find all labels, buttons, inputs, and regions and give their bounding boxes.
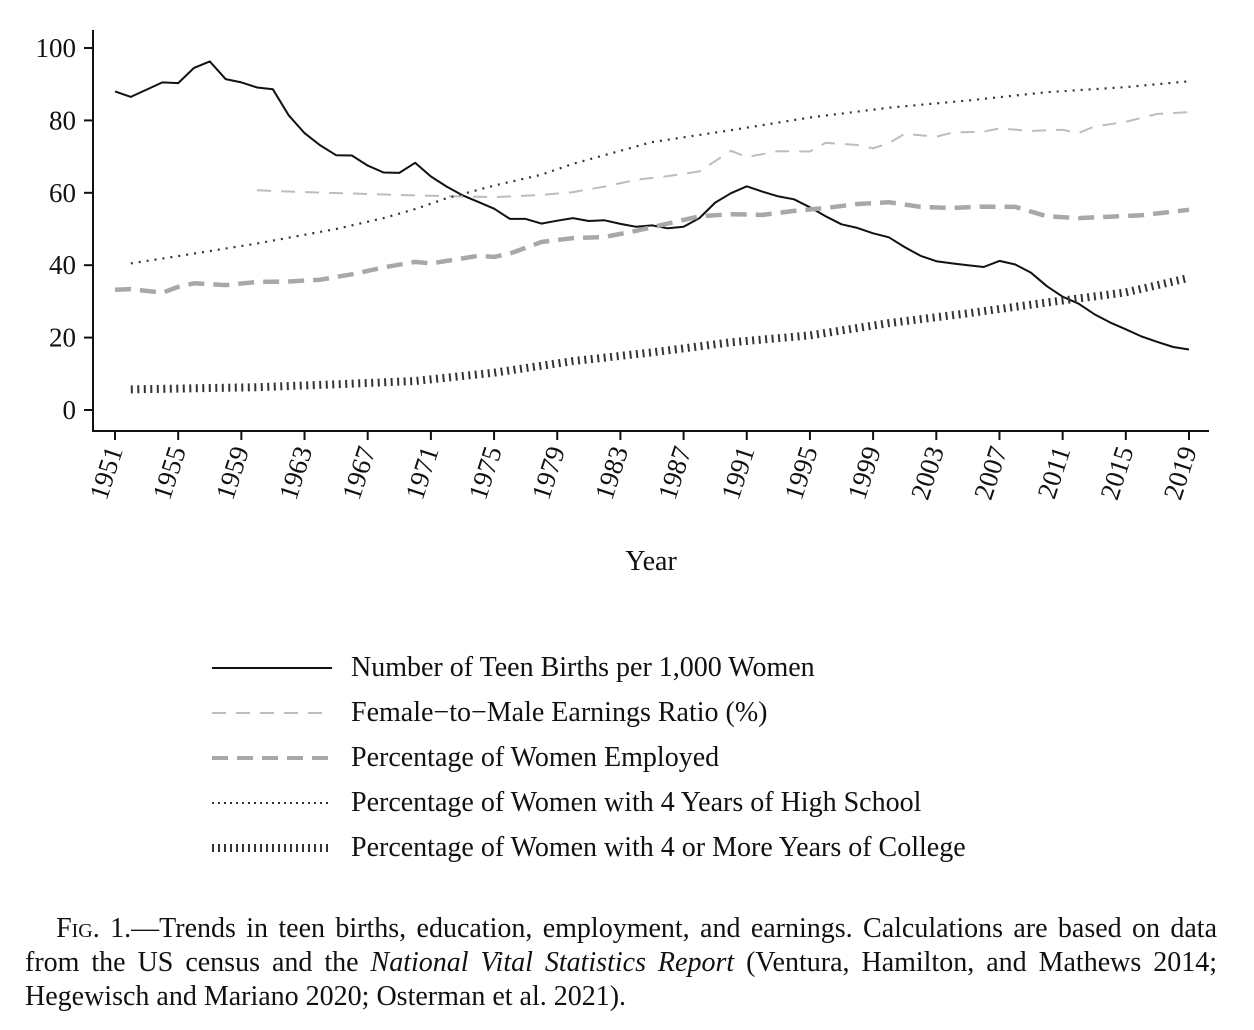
legend-label: Percentage of Women with 4 Years of High…	[351, 786, 922, 818]
x-tick-label: 2019	[1157, 443, 1202, 504]
x-tick-label: 1971	[399, 443, 444, 504]
series-line-dashed-thin	[257, 111, 1190, 199]
x-tick-label: 1979	[526, 443, 571, 504]
x-axis-label: Year	[625, 546, 677, 577]
series-line-dashed-thick	[114, 199, 1190, 295]
caption-text: —Trends in teen births, education, emplo…	[25, 913, 1217, 978]
x-tick-label: 1975	[463, 443, 508, 504]
axes: 0 20 40 60 80 100 1951 1955 1959 1963 1967 1971 1975…	[36, 30, 1209, 504]
legend-item-earnings-ratio: Female−to−Male Earnings Ratio (%)	[210, 690, 966, 735]
y-tick-label: 40	[49, 250, 76, 280]
x-tick-label: 2015	[1094, 443, 1139, 504]
legend-label: Number of Teen Births per 1,000 Women	[351, 651, 815, 683]
x-tick-label: 1951	[83, 443, 128, 504]
legend: Number of Teen Births per 1,000 Women Fe…	[210, 645, 966, 870]
legend-swatch-ticked	[212, 843, 332, 852]
figure-label: Fig. 1.	[56, 913, 132, 944]
legend-swatch-dashed-thick	[212, 755, 332, 760]
caption-italic: National Vital Statistics Report	[370, 947, 735, 978]
legend-label: Female−to−Male Earnings Ratio (%)	[351, 696, 768, 728]
legend-item-high-school: Percentage of Women with 4 Years of High…	[210, 780, 966, 825]
x-tick-label: 1987	[652, 443, 697, 504]
x-tick-label: 1999	[842, 443, 887, 504]
x-tick-label: 2003	[905, 443, 950, 504]
x-tick-label: 1991	[715, 443, 760, 504]
y-tick-label: 80	[49, 105, 76, 135]
legend-label: Percentage of Women with 4 or More Years…	[351, 831, 966, 863]
series-lines	[114, 60, 1190, 394]
x-tick-label: 1995	[778, 443, 823, 504]
series-line-solid	[114, 60, 1190, 351]
y-tick-label: 20	[49, 323, 76, 353]
x-tick-label: 1955	[147, 443, 192, 504]
x-tick-label: 1963	[273, 443, 318, 504]
series-line-ticked	[130, 274, 1190, 394]
legend-swatch-solid	[212, 666, 332, 669]
legend-item-women-employed: Percentage of Women Employed	[210, 735, 966, 780]
legend-swatch-dotted	[212, 801, 332, 804]
y-tick-label: 100	[36, 33, 77, 63]
x-tick-label: 1983	[589, 443, 634, 504]
legend-swatch-dashed-thin	[212, 711, 332, 714]
legend-item-college: Percentage of Women with 4 or More Years…	[210, 825, 966, 870]
x-tick-label: 2007	[968, 443, 1013, 504]
x-tick-label: 1959	[210, 443, 255, 504]
legend-label: Percentage of Women Employed	[351, 741, 720, 773]
x-tick-label: 2011	[1031, 443, 1076, 503]
legend-item-teen-births: Number of Teen Births per 1,000 Women	[210, 645, 966, 690]
x-tick-label: 1967	[336, 443, 381, 504]
caption-text-end: (Ventura, Hamilton, and Mathews 2014; He…	[25, 947, 1218, 1012]
y-tick-label: 60	[49, 178, 76, 208]
figure-caption: Fig. 1.—Trends in teen births, education…	[25, 912, 1217, 1014]
series-line-dotted	[130, 80, 1190, 265]
y-tick-label: 0	[63, 395, 77, 425]
line-chart: 0 20 40 60 80 100 1951 1955 1959 1963 1967 1971 1975…	[36, 30, 1209, 577]
